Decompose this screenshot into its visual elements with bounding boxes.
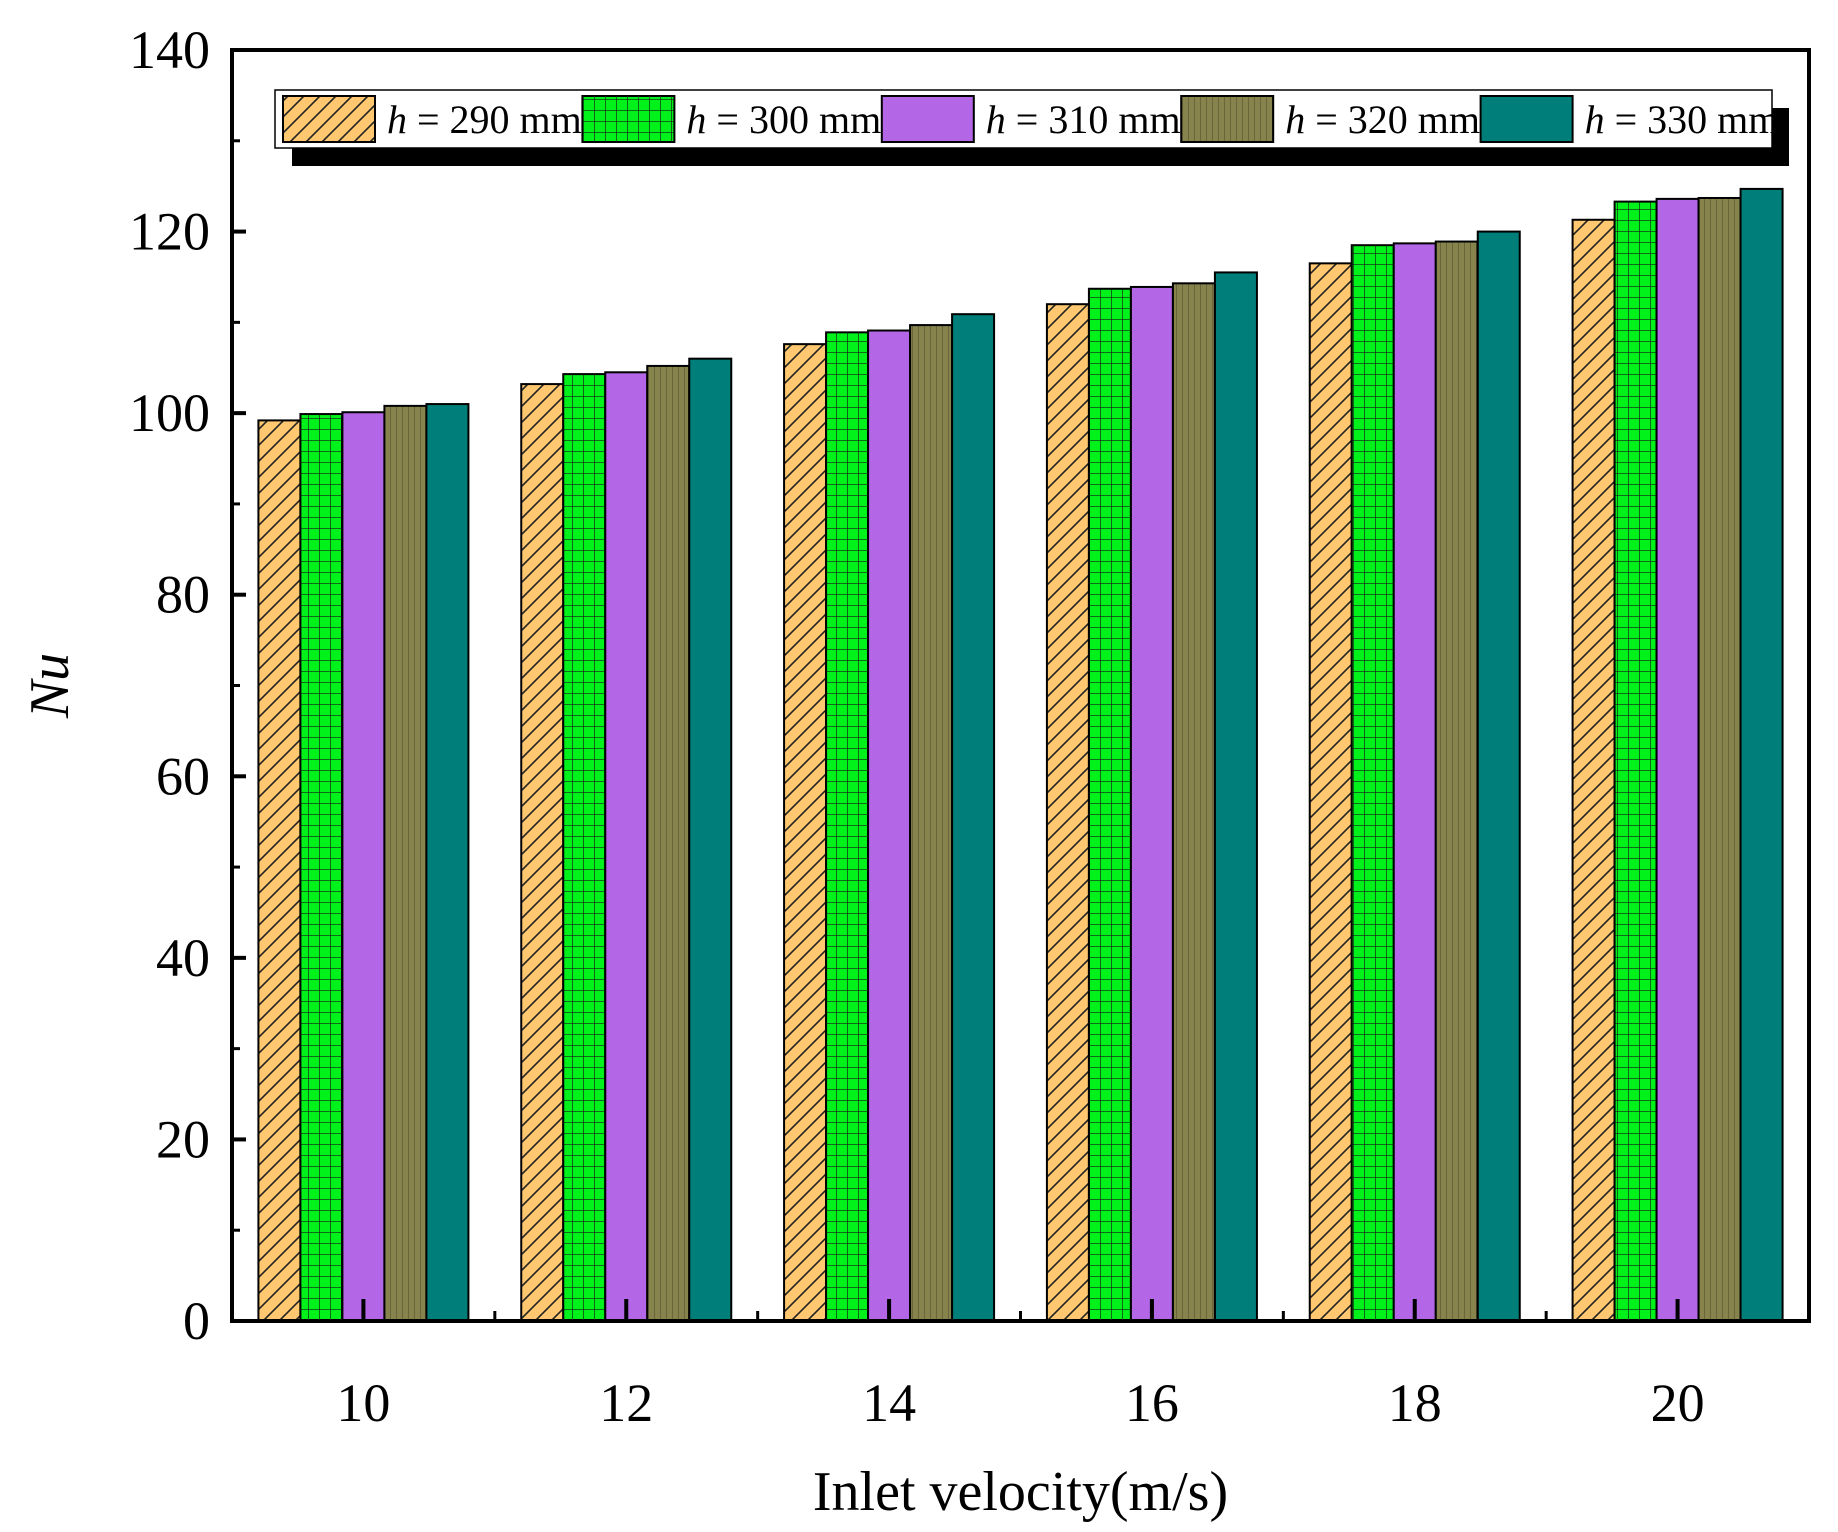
bar-330mm-v10: [425, 403, 470, 1323]
bar-320mm-v10: [383, 404, 428, 1322]
bar-320mm-v16: [1171, 282, 1216, 1322]
legend-swatch: [1479, 95, 1574, 143]
bar-290mm-v12: [520, 383, 565, 1322]
bar-310mm-v18: [1392, 242, 1437, 1323]
legend-swatch: [581, 95, 676, 143]
bar-290mm-v16: [1045, 303, 1090, 1322]
bar-320mm-v14: [909, 324, 954, 1323]
legend-swatch: [282, 95, 376, 143]
bar-300mm-v20: [1613, 200, 1658, 1322]
bar-320mm-v18: [1434, 240, 1479, 1322]
bar-330mm-v20: [1739, 187, 1784, 1323]
bar-310mm-v14: [867, 329, 912, 1323]
bar-300mm-v10: [299, 413, 344, 1322]
bar-330mm-v18: [1476, 230, 1521, 1323]
legend-label: h = 300 mm: [686, 97, 881, 142]
legend-label: h = 310 mm: [986, 97, 1181, 142]
legend-swatch: [880, 95, 975, 143]
bar-300mm-v12: [562, 373, 607, 1323]
bar-300mm-v14: [825, 331, 870, 1322]
x-tick-label: 12: [599, 1373, 653, 1433]
bar-310mm-v20: [1655, 197, 1700, 1323]
bar-310mm-v16: [1129, 285, 1174, 1323]
y-axis-title: Nu: [19, 653, 81, 719]
y-tick-label: 100: [129, 383, 210, 443]
bar-300mm-v18: [1350, 244, 1395, 1322]
bar-320mm-v12: [646, 364, 691, 1323]
y-tick-label: 80: [156, 565, 210, 625]
bar-320mm-v20: [1697, 196, 1742, 1322]
bar-290mm-v10: [257, 419, 302, 1322]
legend-label: h = 330 mm: [1585, 97, 1780, 142]
x-tick-label: 18: [1388, 1373, 1442, 1433]
bar-290mm-v18: [1308, 262, 1353, 1322]
legend-swatch: [1180, 95, 1275, 143]
x-axis-title: Inlet velocity(m/s): [813, 1461, 1228, 1523]
y-tick-label: 140: [129, 20, 210, 80]
bar-290mm-v20: [1571, 218, 1616, 1322]
bar-300mm-v16: [1087, 287, 1132, 1322]
y-tick-label: 20: [156, 1109, 210, 1169]
legend: h = 290 mm h = 300 mm h = 310 mm h = 320 mm…: [274, 89, 1789, 166]
legend-label: h = 320 mm: [1285, 97, 1480, 142]
x-tick-label: 14: [862, 1373, 916, 1433]
y-tick-label: 120: [129, 202, 210, 262]
y-tick-label: 0: [183, 1291, 210, 1351]
bar-310mm-v12: [604, 371, 649, 1322]
x-tick-label: 16: [1125, 1373, 1179, 1433]
x-tick-label: 20: [1651, 1373, 1705, 1433]
bar-330mm-v16: [1213, 271, 1258, 1322]
y-tick-label: 40: [156, 928, 210, 988]
x-tick-label: 10: [336, 1373, 390, 1433]
bar-330mm-v14: [951, 313, 996, 1323]
y-tick-label: 60: [156, 746, 210, 806]
bar-330mm-v12: [688, 357, 733, 1322]
legend-label: h = 290 mm: [387, 97, 582, 142]
bar-290mm-v14: [783, 343, 828, 1323]
bar-310mm-v10: [341, 411, 386, 1322]
